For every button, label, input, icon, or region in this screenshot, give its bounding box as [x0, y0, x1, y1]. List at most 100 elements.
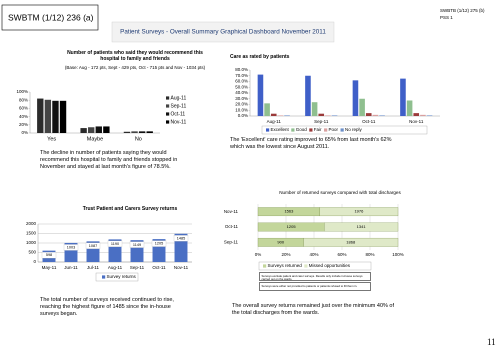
comment-box: The total number of surveys received con… — [40, 297, 174, 317]
legend-swatch — [166, 112, 170, 116]
x-tick-label: Nov-11 — [409, 119, 424, 124]
value-label: 598 — [46, 253, 52, 257]
legend-label: Excellent — [271, 127, 290, 132]
legend-label: Good — [296, 127, 308, 132]
y-tick-label: Oct-11 — [225, 224, 239, 229]
value-label-bg — [85, 242, 101, 249]
value-label-bg — [151, 240, 167, 247]
x-tick-label: 60% — [337, 252, 346, 257]
bar — [379, 115, 385, 116]
bar — [80, 128, 87, 133]
x-tick-label: No — [135, 136, 142, 142]
y-tick-label: 20% — [19, 122, 28, 127]
x-tick-label: Aug-11 — [267, 119, 282, 124]
y-tick-label: 0 — [33, 259, 36, 264]
bar — [52, 100, 59, 133]
legend-label: Missed opportunities — [309, 263, 351, 268]
y-tick-label: 60.0% — [235, 79, 248, 84]
note-box: Surveys were either not provided to pati… — [259, 282, 371, 291]
bar — [103, 126, 110, 133]
bar — [257, 74, 264, 116]
bar — [311, 102, 318, 116]
legend-swatch — [291, 128, 295, 132]
x-tick-label: Nov-11 — [174, 265, 189, 270]
value-label-bg — [107, 240, 123, 247]
legend-label: Fair — [314, 127, 322, 132]
bar — [331, 115, 338, 116]
legend-swatch — [324, 128, 328, 132]
bar — [325, 115, 331, 116]
bar — [406, 100, 413, 116]
chart-subtitle-box: (Base: Aug - 172 pts, Sept - 429 pts, Oc… — [65, 65, 205, 70]
legend-swatch — [102, 275, 106, 279]
x-tick-label: 100% — [392, 252, 404, 257]
y-tick-label: 60% — [19, 106, 28, 111]
chart-title: Trust Patient and Carers Survey returns — [82, 206, 178, 212]
bar — [420, 114, 426, 116]
legend-frame — [95, 272, 139, 282]
bar — [59, 100, 67, 133]
chart-title: Care as rated by patients — [230, 54, 290, 60]
bar — [277, 115, 284, 116]
x-tick-label: 20% — [281, 252, 290, 257]
value-label: 900 — [277, 239, 284, 244]
value-label: 1205 — [155, 242, 163, 246]
bar — [95, 126, 102, 133]
comment: The overall survey returns remained just… — [232, 303, 394, 316]
legend-swatch — [340, 128, 344, 132]
y-tick-label: 2000 — [26, 221, 37, 226]
x-tick-label: Jul-11 — [87, 265, 99, 270]
bar — [426, 115, 433, 116]
y-tick-label: 500 — [28, 250, 36, 255]
value-label: 1003 — [67, 246, 75, 250]
value-label-bg — [129, 241, 145, 248]
x-tick-label: 0% — [255, 252, 262, 257]
legend-swatch — [263, 264, 267, 268]
bar — [318, 113, 325, 116]
legend-label: Nov-11 — [171, 119, 187, 125]
chart-title: Number of returned surveys compared with… — [279, 190, 401, 195]
bar — [270, 113, 277, 116]
legend-swatch — [166, 120, 170, 124]
value-label: 1868 — [346, 239, 356, 244]
x-tick-label: 80% — [365, 252, 374, 257]
y-tick-label: 20.0% — [235, 102, 248, 107]
bar — [146, 131, 153, 133]
legend-label: Survey returns — [107, 274, 137, 279]
bar-segment — [303, 237, 399, 247]
page-number: 11 — [487, 337, 496, 347]
y-tick-label: 0.0% — [238, 113, 248, 118]
y-tick-label: Sep-11 — [224, 240, 239, 245]
x-tick-label: Oct-11 — [362, 119, 376, 124]
value-label: 1341 — [357, 224, 367, 229]
legend-swatch — [309, 128, 313, 132]
legend-label: Sep-11 — [171, 103, 187, 109]
comment-box: The decline in number of patients saying… — [40, 150, 177, 170]
y-tick-label: 0% — [21, 130, 28, 135]
value-label: 1563 — [284, 209, 294, 214]
x-tick-label: Oct-11 — [152, 265, 166, 270]
x-tick-label: 40% — [309, 252, 318, 257]
note-box: Surveys exclude patient and carer survey… — [259, 272, 371, 281]
ref-box — [1, 4, 99, 31]
page-code: PSS 1 — [440, 15, 453, 20]
legend-swatch — [166, 96, 170, 100]
chart-title: Number of patients who said they would r… — [67, 50, 203, 63]
bar — [37, 98, 44, 133]
value-label: 1087 — [89, 244, 97, 248]
bar — [44, 99, 52, 133]
title-bar — [111, 21, 335, 43]
bar — [365, 113, 372, 116]
bar — [352, 80, 359, 116]
y-tick-label: 40.0% — [235, 90, 248, 95]
value-label: 1149 — [133, 243, 141, 247]
y-tick-label: 1000 — [26, 240, 37, 245]
note: Surveys exclude patient and carer survey… — [259, 272, 371, 281]
bar — [400, 78, 406, 116]
bar-segment — [324, 222, 399, 232]
bar — [138, 131, 146, 133]
legend-label: Surveys returned — [268, 263, 303, 268]
bar — [264, 103, 270, 116]
x-tick-label: Yes — [47, 136, 56, 142]
